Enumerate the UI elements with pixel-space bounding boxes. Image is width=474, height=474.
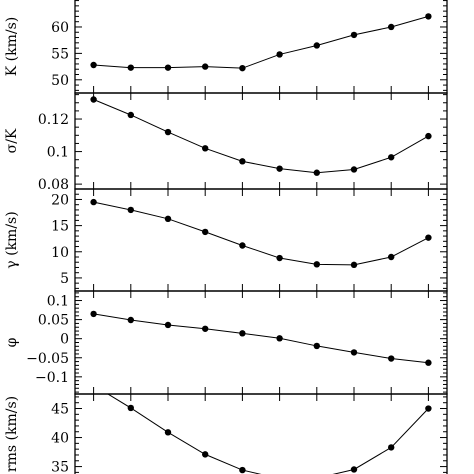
data-point [90,198,97,206]
y-tick-label: 0.1 [47,145,69,161]
y-axis-label-rms: rms (km/s) [4,396,20,472]
y-tick-label: 45 [51,402,69,418]
data-point [425,132,432,140]
y-tick-label: −0.05 [26,351,69,367]
y-tick-label: 40 [51,431,69,447]
panel-sigma_over_K: 0.08 0.1 0.12 σ/K [4,92,448,193]
data-point [127,206,134,214]
data-point [239,64,246,72]
data-point [164,215,172,223]
y-axis-label-sigma_over_K: σ/K [4,128,20,153]
panel-frame [74,393,448,474]
data-point [127,404,134,412]
data-point [239,242,246,249]
y-tick-label: 10 [51,245,69,261]
data-point [313,342,320,350]
series-line [93,15,429,69]
y-tick-label: −0.1 [35,370,69,386]
y-tick-label: 60 [51,20,69,36]
data-point [164,64,172,71]
data-point [350,261,358,269]
panel-frame [74,0,448,94]
data-point [388,154,395,161]
data-point [276,254,283,262]
series-line [93,99,429,174]
y-tick-label: 20 [51,192,69,208]
data-point [388,23,395,31]
data-point [127,316,134,324]
data-point [313,42,320,49]
panel-phi: −0.1 −0.05 0 0.05 0.1 φ [4,290,448,395]
data-point [127,111,134,119]
data-point [127,64,134,71]
series-line [93,201,429,266]
y-tick-label: 0.12 [38,112,69,128]
data-point [425,234,432,241]
data-point [350,166,358,173]
data-point [425,359,432,366]
y-tick-label: 55 [51,46,69,62]
series-phi [90,310,432,366]
data-point [239,330,246,337]
data-point [350,349,358,356]
data-point [388,444,395,451]
series-sigma_over_K [90,96,432,176]
panel-frame [74,92,448,190]
data-point [388,253,395,261]
data-point [202,451,209,458]
panel-frame [74,188,448,292]
data-point [313,261,320,268]
series-line [93,313,429,364]
y-tick-label: 5 [60,271,69,287]
panels-layer: 50 55 60 K (km/s) 0.08 0.1 0.12 σ/K 5 10 15 20 γ (km… [4,0,448,474]
data-point [350,466,358,473]
data-point [239,466,246,474]
y-tick-label: 0 [60,332,69,348]
data-point [90,61,97,69]
panel-gamma: 5 10 15 20 γ (km/s) [4,188,448,292]
y-axis-label-phi: φ [4,337,20,347]
data-point [276,335,283,342]
y-tick-label: 0.05 [38,313,69,329]
data-point [164,321,172,329]
series-rms [106,394,432,474]
data-point [313,169,320,176]
series-K [90,13,432,72]
data-point [276,165,283,172]
y-axis-label-K: K (km/s) [4,17,20,77]
data-point [202,145,209,152]
data-point [164,128,172,136]
panel-frame [74,290,448,395]
data-point [350,31,358,39]
data-point [202,228,209,236]
y-tick-label: 0.1 [47,294,69,310]
data-point [388,355,395,362]
series-gamma [90,198,432,269]
data-point [202,325,209,332]
y-tick-label: 35 [51,460,69,474]
y-axis-label-gamma: γ (km/s) [4,211,20,268]
data-point [425,405,432,412]
data-point [90,96,97,103]
data-point [425,13,432,20]
y-tick-label: 15 [51,219,69,235]
data-point [202,63,209,70]
panel-K: 50 55 60 K (km/s) [4,0,448,94]
panel-rms: 35 40 45 rms (km/s) [4,393,448,474]
series-line [106,394,429,474]
data-point [276,51,283,58]
y-tick-label: 0.08 [38,177,69,193]
data-point [164,429,172,436]
y-tick-label: 50 [51,73,69,89]
data-point [90,310,97,318]
data-point [239,158,246,165]
